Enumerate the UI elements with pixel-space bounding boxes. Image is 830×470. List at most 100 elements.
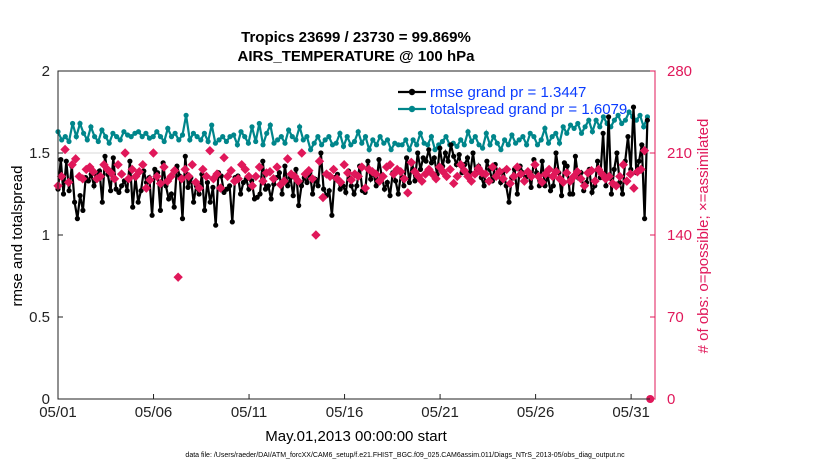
legend-rmse-label: rmse grand pr = 1.3447	[430, 84, 586, 101]
rmse-marker	[376, 157, 382, 163]
totalspread-marker	[99, 127, 105, 133]
totalspread-marker	[395, 142, 401, 148]
totalspread-marker	[264, 130, 270, 136]
rmse-marker	[506, 199, 512, 205]
legend-totalspread-label: totalspread grand pr = 1.6079	[430, 101, 627, 118]
totalspread-marker	[366, 147, 372, 153]
obs-assimilated-marker	[162, 176, 173, 186]
totalspread-marker	[545, 140, 552, 146]
totalspread-marker	[571, 125, 577, 131]
totalspread-marker	[66, 138, 72, 145]
rmse-marker	[179, 216, 186, 222]
obs-assimilated-marker	[56, 171, 67, 182]
obs-assimilated-marker	[625, 169, 636, 179]
totalspread-marker	[626, 109, 632, 115]
totalspread-marker	[351, 138, 358, 145]
totalspread-marker	[531, 134, 537, 140]
totalspread-marker	[59, 137, 65, 143]
totalspread-marker	[168, 134, 175, 140]
rmse-marker	[260, 158, 266, 164]
totalspread-marker	[190, 130, 196, 136]
rmse-marker	[135, 199, 141, 205]
obs-assimilated-marker	[473, 163, 484, 173]
rmse-marker	[157, 207, 163, 213]
obs-assimilated-marker	[438, 167, 448, 177]
obs-assimilated-marker	[254, 162, 265, 172]
totalspread-marker	[216, 137, 222, 143]
totalspread-marker	[586, 117, 592, 123]
totalspread-marker	[77, 120, 83, 127]
obs-assimilated-marker	[551, 167, 561, 177]
obs-assimilated-marker	[459, 165, 470, 176]
obs-assimilated-marker	[519, 176, 530, 186]
totalspread-marker	[172, 130, 178, 136]
totalspread-marker	[593, 117, 599, 123]
obs-assimilated-marker	[501, 164, 512, 175]
totalspread-marker	[384, 137, 391, 143]
rmse-marker	[445, 158, 451, 164]
x-tick-label: 05/31	[612, 404, 650, 421]
obs-assimilated-marker	[173, 272, 183, 282]
rmse-marker	[168, 191, 174, 197]
rmse-marker	[310, 191, 316, 197]
totalspread-marker	[70, 120, 76, 127]
rmse-marker	[406, 179, 412, 186]
totalspread-marker	[135, 129, 142, 135]
obs-assimilated-marker	[279, 176, 289, 186]
obs-assimilated-marker	[233, 174, 243, 184]
rmse-marker	[589, 189, 595, 195]
rmse-marker	[636, 158, 642, 164]
totalspread-marker	[538, 137, 544, 143]
rmse-marker	[343, 189, 349, 195]
totalspread-marker	[560, 124, 566, 130]
obs-assimilated-marker	[353, 171, 364, 182]
rmse-marker	[91, 183, 97, 189]
rmse-marker	[171, 204, 177, 210]
totalspread-marker	[520, 134, 526, 140]
totalspread-marker	[534, 142, 541, 148]
totalspread-marker	[509, 132, 515, 138]
obs-assimilated-marker	[120, 148, 130, 158]
totalspread-marker	[476, 142, 482, 148]
totalspread-marker	[373, 142, 380, 148]
totalspread-marker	[121, 129, 127, 135]
obs-assimilated-marker	[615, 171, 625, 182]
rmse-marker	[528, 184, 534, 190]
obs-assimilated-marker	[166, 171, 176, 182]
obs-assimilated-marker	[318, 192, 328, 203]
obs-assimilated-marker	[445, 164, 455, 175]
totalspread-marker	[234, 142, 240, 148]
totalspread-marker	[337, 130, 343, 136]
rmse-marker	[412, 178, 418, 184]
obs-assimilated-marker	[226, 165, 236, 176]
rmse-marker	[108, 188, 114, 194]
rmse-marker	[387, 193, 393, 199]
obs-assimilated-marker	[159, 162, 169, 172]
rmse-marker	[644, 117, 651, 123]
y-left-tick-label: 0	[42, 391, 50, 408]
rmse-marker	[74, 216, 80, 222]
totalspread-marker	[176, 137, 182, 143]
obs-assimilated-marker	[268, 174, 279, 184]
rmse-marker	[351, 191, 357, 197]
totalspread-marker	[362, 134, 369, 140]
totalspread-marker	[494, 140, 500, 146]
obs-assimilated-marker	[123, 174, 134, 184]
rmse-marker	[271, 181, 277, 187]
rmse-marker	[381, 186, 388, 192]
totalspread-marker	[88, 124, 94, 130]
obs-assimilated-marker	[70, 154, 81, 164]
obs-assimilated-marker	[441, 171, 452, 182]
totalspread-marker	[157, 134, 164, 140]
totalspread-marker	[553, 130, 559, 136]
rmse-marker	[304, 179, 310, 186]
rmse-marker	[229, 219, 235, 225]
rmse-marker	[395, 191, 401, 197]
obs-assimilated-marker	[466, 176, 477, 186]
rmse-marker	[470, 150, 476, 156]
obs-assimilated-marker	[385, 160, 395, 170]
obs-assimilated-marker	[505, 178, 515, 189]
totalspread-marker	[139, 134, 145, 140]
rmse-marker	[276, 170, 282, 176]
obs-assimilated-marker	[314, 156, 325, 166]
